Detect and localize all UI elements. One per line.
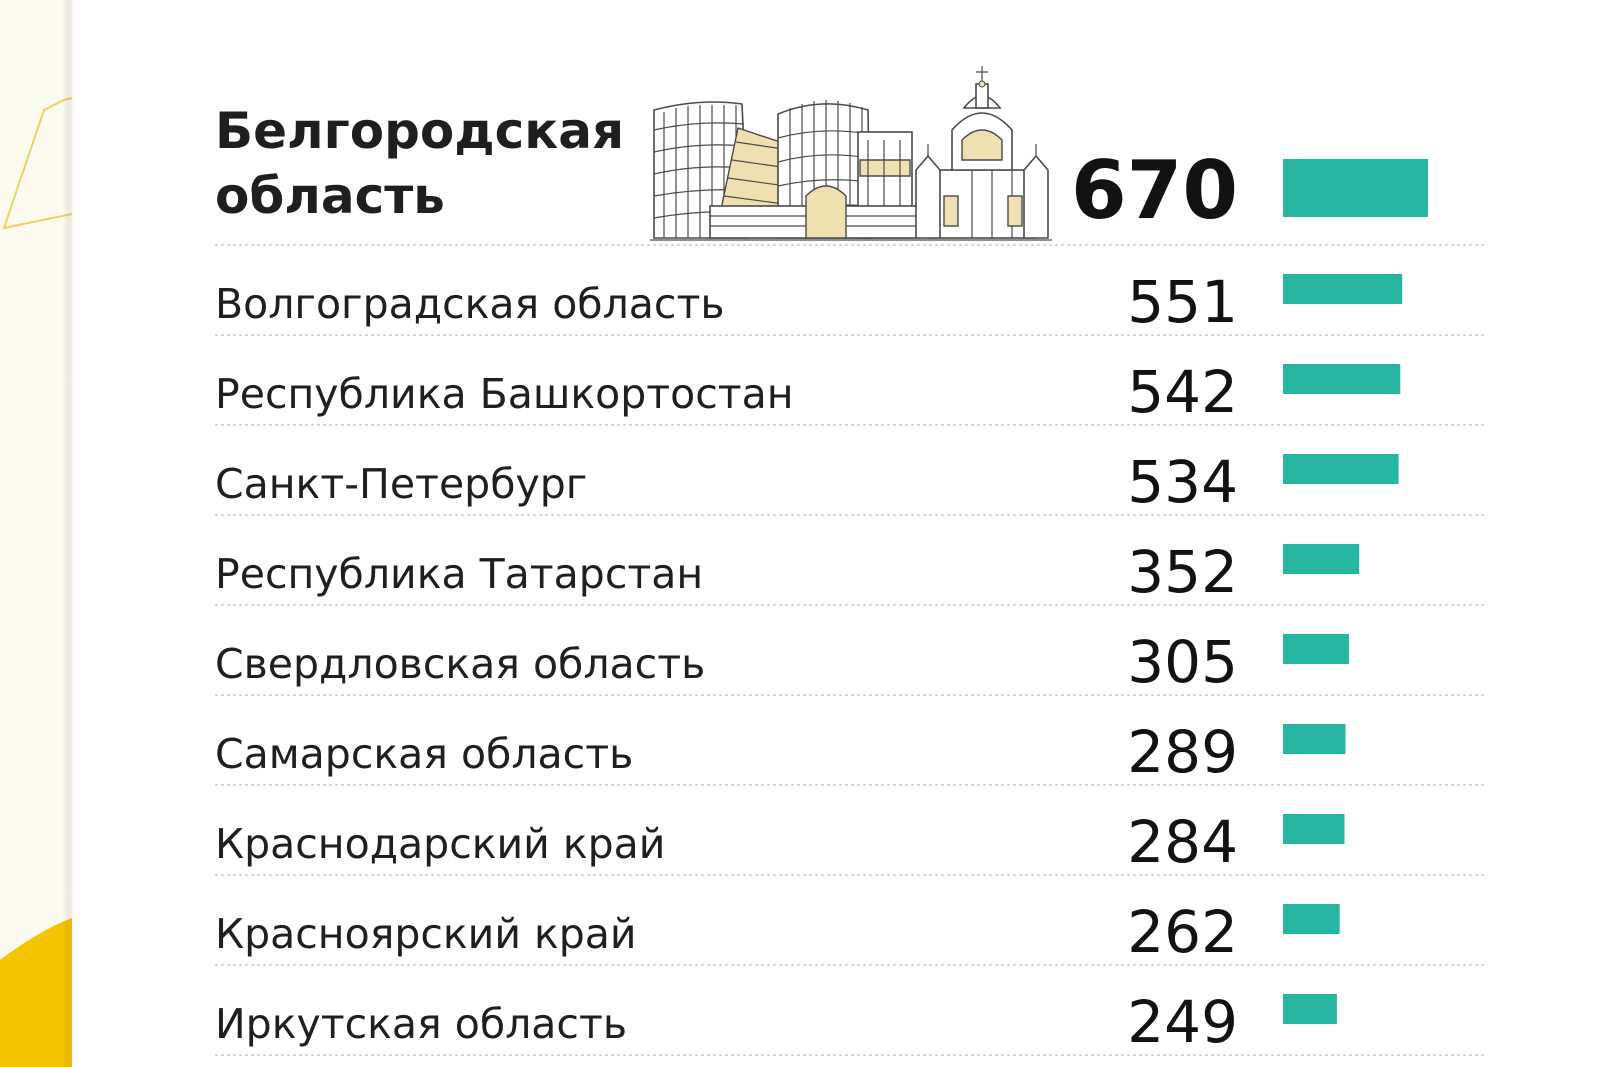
panel-shadow xyxy=(62,0,76,1067)
category-label: Иркутская область xyxy=(215,1000,627,1048)
category-label: Санкт-Петербург xyxy=(215,460,587,508)
value-label: 249 xyxy=(1127,988,1238,1056)
bar xyxy=(1283,994,1337,1024)
category-label: Красноярский край xyxy=(215,910,637,958)
chart-row: Свердловская область 305 xyxy=(215,628,1485,696)
chart-row: Санкт-Петербург 534 xyxy=(215,448,1485,516)
category-label: Краснодарский край xyxy=(215,820,665,868)
category-label: Белгородская область xyxy=(215,102,624,225)
category-label: Свердловская область xyxy=(215,640,705,688)
bar xyxy=(1283,544,1360,574)
category-label: Волгоградская область xyxy=(215,280,725,328)
value-label: 262 xyxy=(1127,898,1238,966)
chart-row: Краснодарский край 284 xyxy=(215,808,1485,876)
chart-row: Самарская область 289 xyxy=(215,718,1485,786)
bar xyxy=(1283,634,1349,664)
left-decorative-panel xyxy=(0,0,72,1067)
value-label: 305 xyxy=(1127,628,1238,696)
yellow-corner-shape xyxy=(0,918,72,1067)
bar xyxy=(1283,274,1403,304)
bar xyxy=(1283,904,1340,934)
bar xyxy=(1283,724,1346,754)
yellow-outline-shape xyxy=(2,97,72,230)
bar xyxy=(1283,814,1345,844)
left-decoration-art xyxy=(0,97,72,1067)
value-label: 551 xyxy=(1127,268,1238,336)
chart-row: Иркутская область 249 xyxy=(215,988,1485,1056)
bar xyxy=(1283,364,1401,394)
category-label: Республика Башкортостан xyxy=(215,370,794,418)
value-label: 670 xyxy=(1071,144,1238,237)
chart-row: Волгоградская область 551 xyxy=(215,268,1485,336)
chart-row: Красноярский край 262 xyxy=(215,898,1485,966)
chart-row: Республика Башкортостан 542 xyxy=(215,358,1485,426)
value-label: 542 xyxy=(1127,358,1238,426)
category-label: Самарская область xyxy=(215,730,633,778)
chart-rows: Белгородская область 670 Волгоградская обла… xyxy=(215,102,1485,1056)
bar xyxy=(1283,454,1399,484)
category-label: Республика Татарстан xyxy=(215,550,703,598)
chart-row: Белгородская область 670 xyxy=(215,102,1485,246)
value-label: 284 xyxy=(1127,808,1238,876)
value-label: 534 xyxy=(1127,448,1238,516)
value-label: 289 xyxy=(1127,718,1238,786)
bar xyxy=(1283,159,1428,217)
city-skyline-illustration xyxy=(650,66,1052,241)
value-label: 352 xyxy=(1127,538,1238,606)
chart-row: Республика Татарстан 352 xyxy=(215,538,1485,606)
